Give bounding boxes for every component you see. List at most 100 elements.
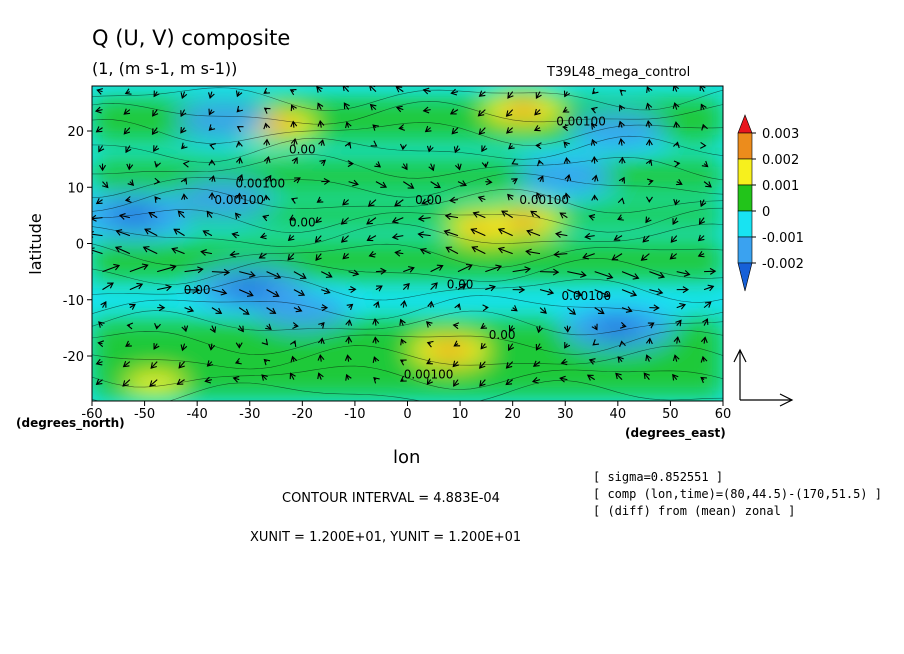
wind-arrow [321, 177, 331, 185]
wind-arrow-shaft [532, 379, 541, 383]
wind-arrow-head [535, 343, 542, 351]
wind-arrow [375, 181, 388, 188]
wind-arrow-shaft [123, 109, 131, 115]
wind-arrow-shaft [674, 102, 678, 110]
wind-arrow [316, 86, 323, 93]
wind-arrow [176, 378, 185, 385]
wind-arrow-head [591, 87, 599, 95]
wind-arrow-head [399, 143, 407, 151]
wind-arrow [317, 102, 324, 110]
wind-arrow-head [613, 234, 621, 241]
wind-arrow-head [562, 124, 569, 132]
colorbar-bottom-arrow [737, 262, 753, 292]
wind-arrow-shaft [594, 271, 613, 279]
wind-arrow-head [125, 146, 132, 154]
wind-arrow-head [582, 252, 589, 260]
x-tick-label: 0 [403, 407, 411, 422]
wind-arrow [237, 325, 244, 333]
wind-arrow-head [619, 322, 627, 329]
wind-arrow-shaft [293, 289, 305, 296]
wind-arrow-head [535, 142, 542, 150]
wind-arrow [95, 198, 103, 205]
wind-arrow-head [399, 375, 407, 382]
wind-arrow [239, 271, 256, 278]
wind-arrow-head [507, 193, 514, 201]
wind-arrow-shaft [96, 379, 103, 385]
wind-arrow-head [407, 182, 415, 189]
wind-arrow [289, 340, 297, 348]
wind-arrow [454, 163, 462, 171]
wind-arrow-shaft [319, 120, 322, 128]
wind-arrow-head [345, 121, 352, 129]
wind-arrow-head [480, 342, 487, 350]
wind-arrow [340, 235, 349, 243]
wind-arrow-shaft [452, 361, 459, 367]
wind-arrow-head [343, 102, 350, 109]
wind-arrow-head [180, 126, 187, 134]
wind-arrow [590, 122, 598, 130]
wind-arrow [202, 230, 213, 237]
wind-arrow-head [152, 110, 159, 117]
wind-arrow-head [590, 122, 598, 130]
wind-arrow-head [391, 233, 399, 241]
wind-arrow-shaft [485, 285, 496, 291]
wind-arrow [647, 322, 655, 329]
wind-arrow-shaft [420, 248, 431, 255]
wind-arrow [618, 176, 625, 184]
colorbar-segment [737, 184, 753, 212]
wind-arrow-head [367, 200, 375, 207]
wind-arrow-shaft [392, 217, 404, 223]
wind-arrow-head [470, 228, 478, 235]
contour-interval: CONTOUR INTERVAL = 4.883E-04 [282, 491, 500, 506]
wind-arrow-shaft [507, 91, 514, 99]
wind-arrow-shaft [507, 194, 514, 201]
wind-arrow [118, 213, 130, 220]
wind-arrow [501, 210, 513, 219]
wind-arrow-head [315, 216, 322, 224]
wind-arrow [208, 124, 216, 131]
wind-arrow-head [427, 300, 435, 308]
contour-label: 0.00100 [519, 193, 569, 207]
wind-arrow [401, 163, 408, 171]
wind-arrow-shaft [143, 246, 158, 255]
wind-arrow-head [559, 212, 567, 219]
wind-arrow [700, 355, 708, 363]
wind-arrow-shaft [621, 271, 639, 279]
wind-arrow-head [597, 308, 605, 315]
wind-arrow-head [180, 110, 187, 118]
colorbar: 0.003 0.002 0.001 0 -0.001 -0.002 [737, 114, 804, 292]
wind-arrow-head [618, 156, 626, 164]
wind-arrow [452, 322, 460, 330]
wind-arrow-head [625, 306, 633, 313]
wind-arrow-head [590, 106, 598, 114]
wind-arrow-head [220, 288, 228, 296]
wind-arrow [317, 372, 324, 380]
wind-arrow [618, 156, 626, 164]
feature-core [429, 342, 470, 359]
wind-arrow-head [263, 107, 271, 114]
wind-arrow-head [421, 198, 429, 205]
wind-arrow [559, 212, 568, 219]
wind-arrow-head [400, 338, 407, 346]
run-label: T39L48_mega_control [546, 65, 690, 80]
wind-arrow-head [344, 141, 352, 149]
wind-arrow [231, 231, 240, 239]
wind-arrow-head [563, 326, 571, 333]
wind-arrow [481, 161, 489, 169]
wind-arrow [266, 271, 282, 279]
contour-line [92, 243, 723, 268]
wind-arrow [99, 163, 107, 172]
wind-arrow-shaft [674, 355, 678, 362]
wind-arrow-head [263, 138, 271, 146]
wind-arrow-head [317, 354, 325, 361]
wind-arrow [642, 235, 650, 243]
wind-arrow-shaft [150, 361, 158, 369]
wind-arrow-shaft [232, 233, 240, 237]
wind-arrow-head [287, 234, 295, 241]
contour-line [92, 188, 723, 214]
wind-arrow-shaft [676, 271, 690, 276]
wind-arrow-shaft [672, 217, 678, 225]
wind-arrow-head [701, 123, 708, 131]
wind-arrow [646, 196, 653, 203]
wind-arrow [342, 252, 350, 260]
